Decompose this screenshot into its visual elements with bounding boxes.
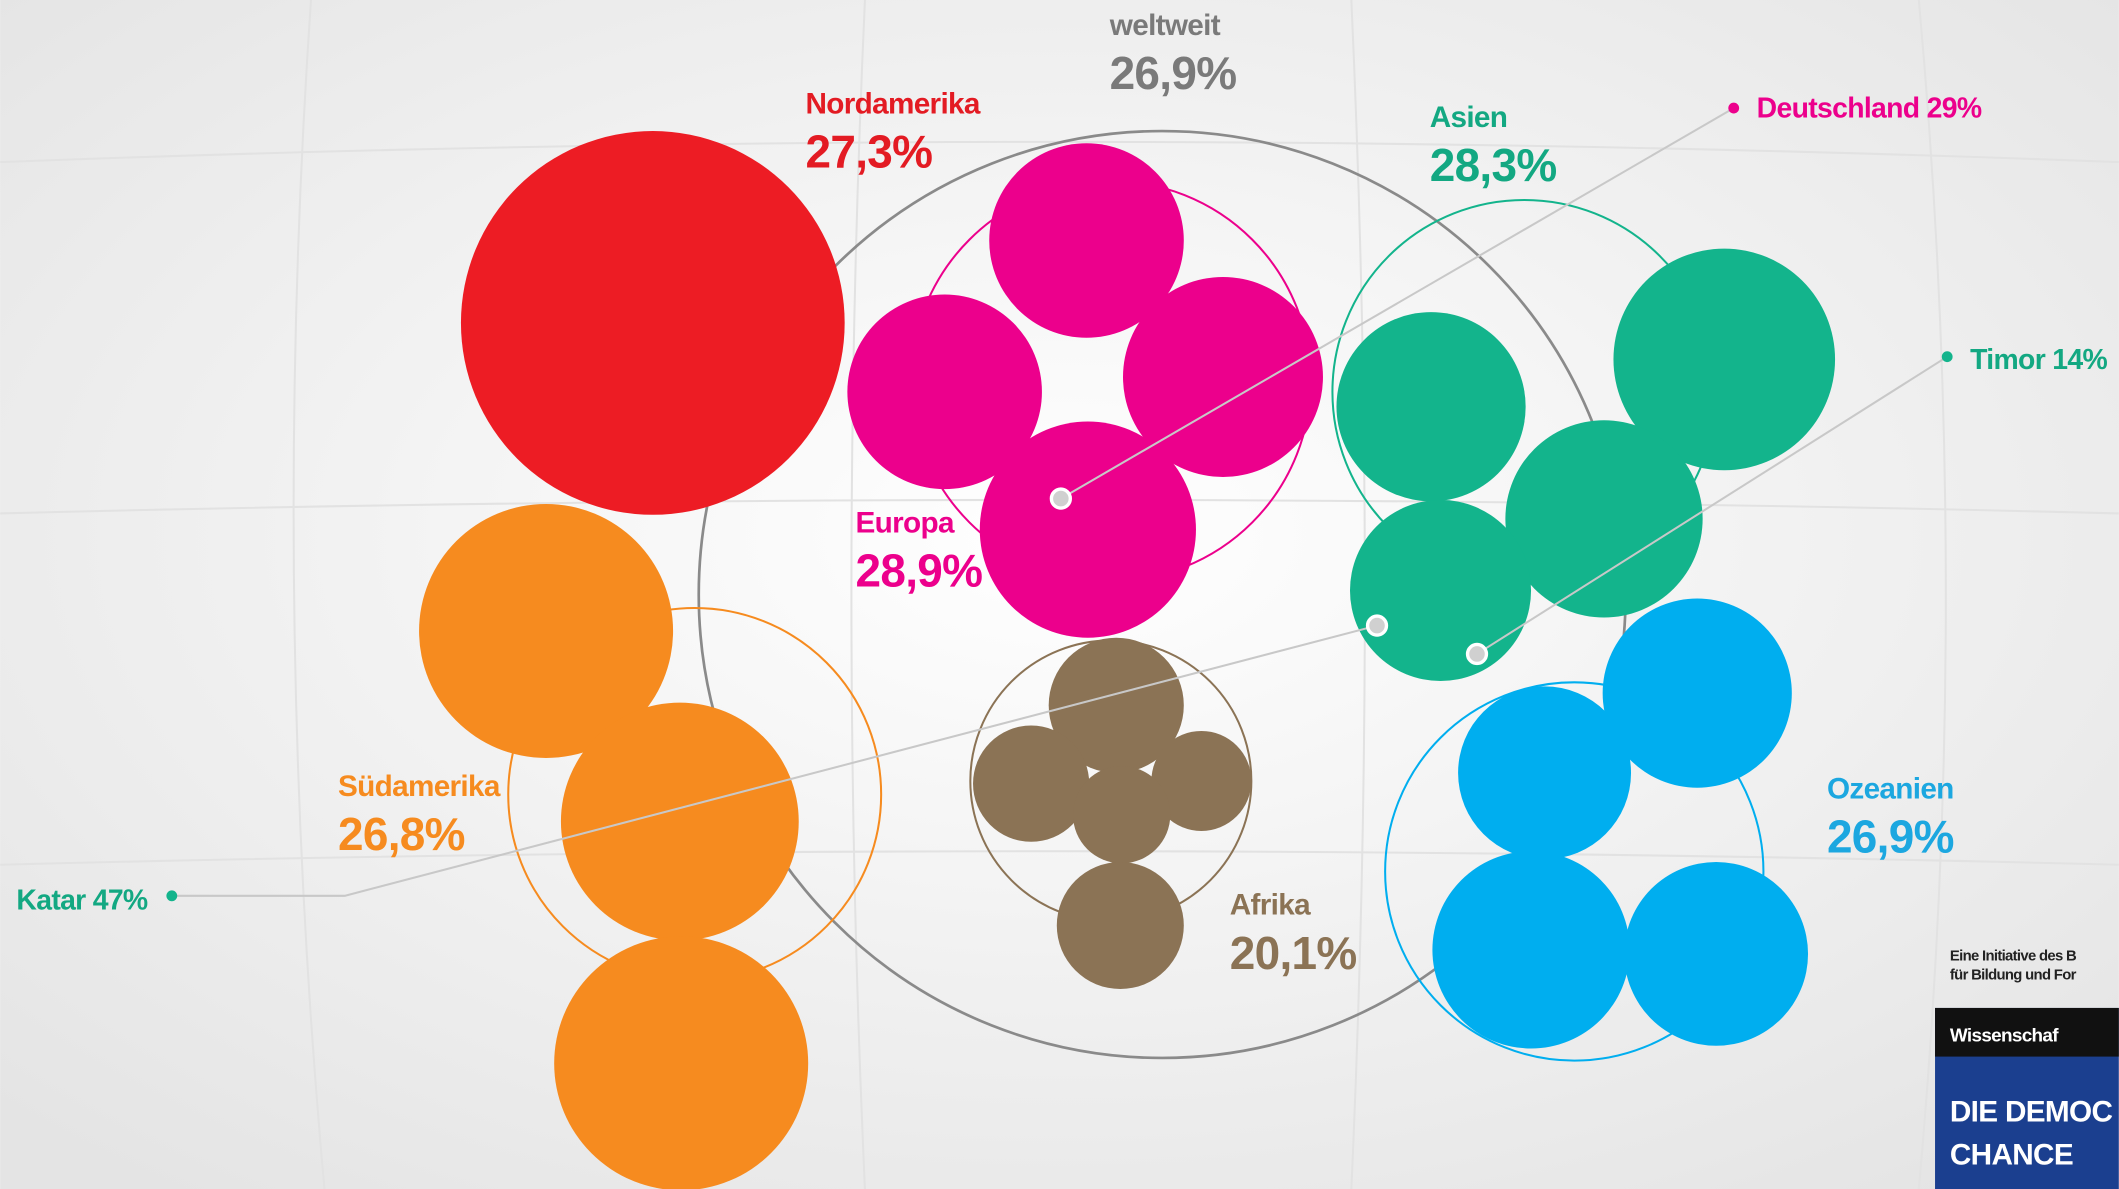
badge-header xyxy=(1935,1007,2119,1057)
europe-group xyxy=(847,143,1323,638)
region-name: Südamerika xyxy=(338,770,501,803)
callout-label: Timor 14% xyxy=(1970,344,2107,376)
callout-label: Deutschland 29% xyxy=(1757,93,1982,125)
oceania-group xyxy=(1384,598,1809,1062)
region-value: 28,3% xyxy=(1430,139,1557,191)
leader-dots xyxy=(1049,487,1489,666)
region-value: 27,3% xyxy=(805,126,932,178)
leader-lines xyxy=(171,107,1948,897)
badge-title: CHANCE xyxy=(1950,1139,2073,1172)
callout-dot xyxy=(1728,102,1740,114)
region-name: Europa xyxy=(855,506,954,539)
region-name: Ozeanien xyxy=(1827,773,1954,806)
region-name: weltweit xyxy=(1109,9,1221,42)
callout-dot xyxy=(1941,351,1953,363)
region-name: Asien xyxy=(1430,101,1508,134)
region-value: 26,9% xyxy=(1827,811,1954,863)
asia-group xyxy=(1331,198,1836,681)
badge-title: DIE DEMOC xyxy=(1950,1095,2113,1128)
region-value: 26,8% xyxy=(338,808,465,860)
region-circle xyxy=(460,131,845,515)
footer-text: Eine Initiative des B xyxy=(1950,949,2077,965)
footer-text: für Bildung und For xyxy=(1950,968,2077,984)
region-value: 28,9% xyxy=(855,544,982,596)
region-name: Nordamerika xyxy=(805,87,980,120)
callout-dot xyxy=(166,890,178,902)
region-value: 20,1% xyxy=(1230,927,1357,979)
badge-label: Wissenschaf xyxy=(1950,1026,2059,1047)
africa-group xyxy=(969,637,1253,990)
region-name: Afrika xyxy=(1230,889,1311,922)
southamerica-group xyxy=(419,503,883,1189)
callout-label: Katar 47% xyxy=(16,884,148,916)
region-value: 26,9% xyxy=(1110,47,1237,99)
